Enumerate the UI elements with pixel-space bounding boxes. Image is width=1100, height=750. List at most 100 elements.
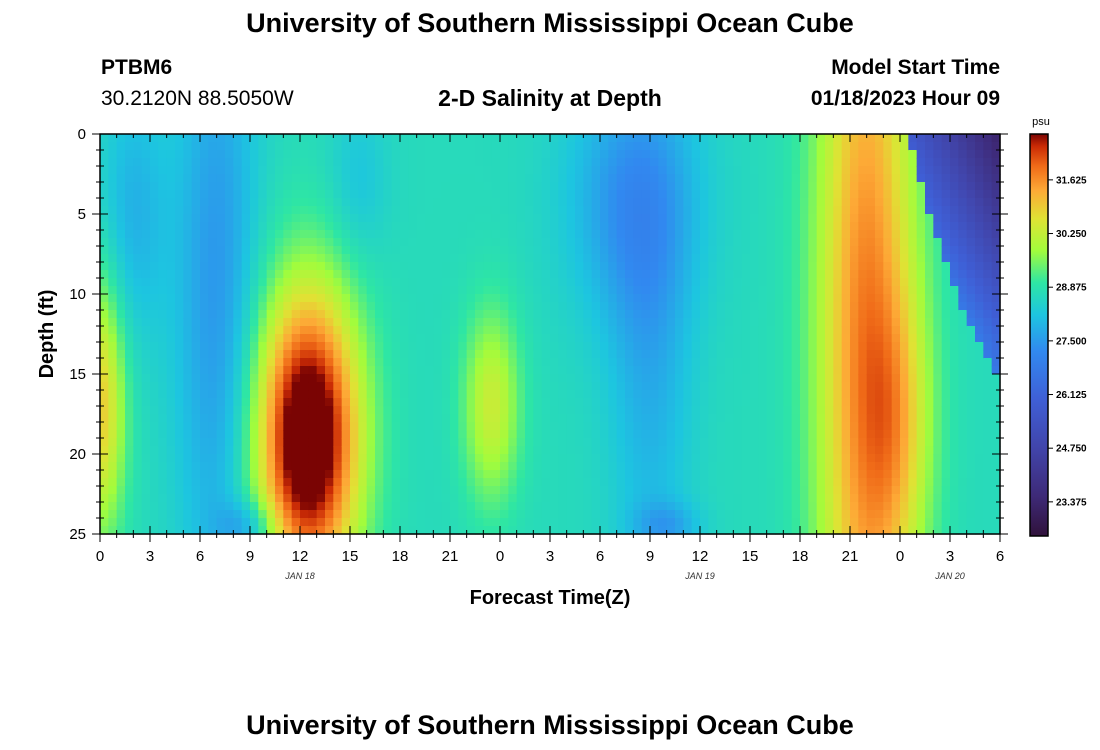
heatmap-cell [500, 158, 509, 167]
heatmap-cell [525, 310, 534, 319]
heatmap-cell [550, 470, 559, 479]
heatmap-cell [741, 286, 751, 295]
heatmap-cell [700, 206, 709, 215]
heatmap-cell [208, 390, 218, 399]
heatmap-cell [266, 470, 276, 479]
heatmap-cell [400, 350, 409, 359]
heatmap-cell [708, 390, 718, 399]
heatmap-cell [858, 390, 868, 399]
heatmap-cell [791, 382, 801, 391]
heatmap-cell [341, 206, 351, 215]
heatmap-cell [608, 286, 618, 295]
heatmap-cell [216, 142, 226, 151]
heatmap-cell [300, 390, 309, 399]
heatmap-cell [883, 214, 893, 223]
heatmap-cell [508, 134, 518, 143]
heatmap-cell [608, 142, 618, 151]
heatmap-cell [325, 206, 334, 215]
heatmap-cell [808, 262, 818, 271]
heatmap-cell [166, 134, 176, 143]
heatmap-cell [516, 462, 526, 471]
heatmap-cell [808, 422, 818, 431]
heatmap-cell [600, 270, 609, 279]
heatmap-cell [891, 382, 901, 391]
heatmap-cell [575, 470, 584, 479]
heatmap-cell [508, 238, 518, 247]
heatmap-cell [308, 254, 318, 263]
heatmap-cell [866, 246, 876, 255]
heatmap-cell [158, 470, 168, 479]
heatmap-cell [150, 302, 159, 311]
heatmap-cell [150, 238, 159, 247]
heatmap-cell [350, 422, 359, 431]
heatmap-cell [808, 326, 818, 335]
heatmap-cell [658, 518, 668, 527]
heatmap-cell [891, 302, 901, 311]
heatmap-cell [341, 166, 351, 175]
heatmap-cell [716, 262, 726, 271]
heatmap-cell [333, 246, 343, 255]
heatmap-cell [183, 254, 193, 263]
heatmap-cell [333, 318, 343, 327]
heatmap-cell [891, 502, 901, 511]
heatmap-cell [625, 174, 634, 183]
heatmap-cell [516, 286, 526, 295]
heatmap-cell [675, 366, 684, 375]
heatmap-cell [483, 254, 493, 263]
heatmap-cell [533, 278, 543, 287]
heatmap-cell [683, 166, 693, 175]
heatmap-cell [616, 526, 626, 535]
heatmap-cell [150, 358, 159, 367]
heatmap-cell [408, 302, 418, 311]
heatmap-cell [691, 182, 701, 191]
heatmap-cell [466, 166, 476, 175]
heatmap-cell [675, 262, 684, 271]
heatmap-cell [375, 366, 384, 375]
heatmap-cell [191, 366, 201, 375]
heatmap-cell [683, 286, 693, 295]
heatmap-cell [108, 334, 118, 343]
heatmap-cell [650, 318, 659, 327]
heatmap-cell [208, 326, 218, 335]
heatmap-cell [600, 238, 609, 247]
heatmap-cell [333, 414, 343, 423]
heatmap-cell [166, 278, 176, 287]
heatmap-cell [783, 390, 793, 399]
heatmap-cell [658, 334, 668, 343]
heatmap-cell [633, 198, 643, 207]
heatmap-cell [766, 214, 776, 223]
heatmap-cell [425, 150, 434, 159]
heatmap-cell [166, 382, 176, 391]
heatmap-cell [458, 374, 468, 383]
heatmap-cell [858, 470, 868, 479]
heatmap-cell [766, 302, 776, 311]
heatmap-cell [800, 166, 809, 175]
heatmap-cell [358, 206, 368, 215]
heatmap-cell [433, 286, 443, 295]
heatmap-cell [691, 358, 701, 367]
heatmap-cell [233, 502, 243, 511]
heatmap-cell [716, 158, 726, 167]
heatmap-cell [433, 254, 443, 263]
heatmap-cell [241, 214, 251, 223]
heatmap-cell [250, 198, 259, 207]
heatmap-cell [766, 190, 776, 199]
heatmap-cell [850, 238, 859, 247]
heatmap-cell [208, 374, 218, 383]
heatmap-cell [291, 454, 301, 463]
heatmap-cell [350, 326, 359, 335]
heatmap-cell [566, 294, 576, 303]
heatmap-cell [116, 518, 126, 527]
heatmap-cell [600, 494, 609, 503]
heatmap-cell [858, 174, 868, 183]
heatmap-cell [175, 358, 184, 367]
heatmap-cell [283, 342, 293, 351]
heatmap-cell [558, 414, 568, 423]
heatmap-cell [333, 510, 343, 519]
heatmap-cell [625, 142, 634, 151]
heatmap-cell [441, 246, 451, 255]
heatmap-cell [500, 510, 509, 519]
heatmap-cell [341, 422, 351, 431]
heatmap-cell [808, 486, 818, 495]
heatmap-cell [241, 222, 251, 231]
